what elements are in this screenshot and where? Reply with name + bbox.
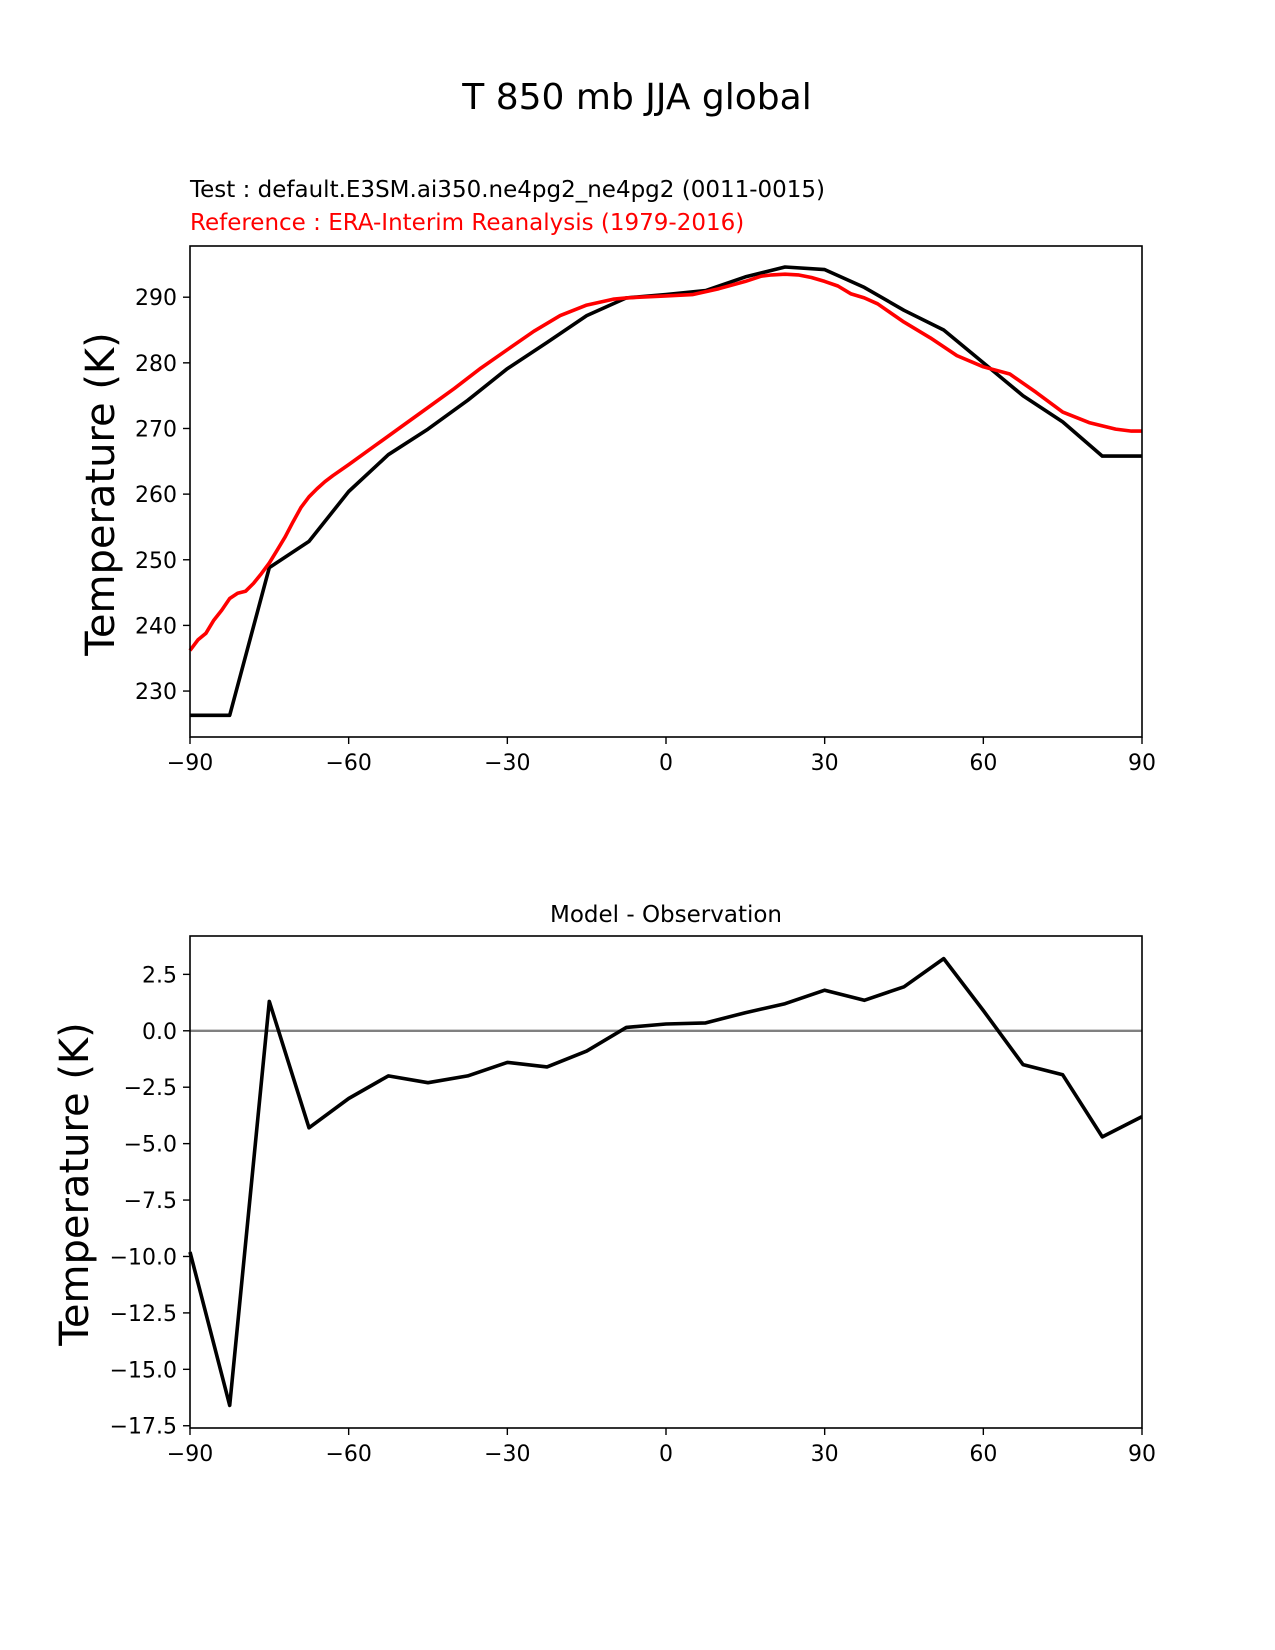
x-tick-label: 0 — [659, 1442, 673, 1467]
top-panel: Test : default.E3SM.ai350.ne4pg2_ne4pg2 … — [78, 177, 1156, 776]
x-tick-label: −90 — [167, 751, 213, 776]
x-tick-label: 60 — [969, 751, 997, 776]
x-tick-label: 30 — [811, 1442, 839, 1467]
y-tick-label: −17.5 — [110, 1415, 177, 1440]
y-tick-label: 230 — [135, 680, 177, 705]
reference-label: Reference : ERA-Interim Reanalysis (1979… — [190, 210, 744, 236]
y-tick-label: 260 — [135, 483, 177, 508]
x-tick-label: 90 — [1128, 1442, 1156, 1467]
top-series-layer — [188, 265, 1142, 718]
bottom-series-layer — [188, 956, 1143, 1408]
y-tick-label: −7.5 — [124, 1189, 177, 1214]
bottom-ticks-layer: −90 −60 −30 0 30 60 90 2.5 0.0 −2.5 −5.0 −7.5 −10.0 −… — [110, 963, 1156, 1467]
y-tick-label: 2.5 — [142, 963, 177, 988]
x-tick-label: −30 — [484, 1442, 530, 1467]
y-tick-label: 0.0 — [142, 1020, 177, 1045]
bottom-title: Model - Observation — [550, 902, 782, 928]
top-ticks-layer: −90 −60 −30 0 30 60 90 230 240 250 260 270 280 290 — [135, 286, 1156, 776]
bottom-y-axis-label: Temperature (K) — [52, 1022, 98, 1347]
figure-title: T 850 mb JJA global — [461, 77, 811, 118]
y-tick-label: 280 — [135, 352, 177, 377]
bottom-plot-frame — [189, 935, 1143, 1429]
x-tick-label: 0 — [659, 751, 673, 776]
top-plot-frame — [189, 245, 1143, 738]
x-tick-label: −60 — [325, 751, 371, 776]
y-tick-label: −10.0 — [110, 1245, 177, 1270]
x-tick-label: 90 — [1128, 751, 1156, 776]
series-line-model-observation — [188, 956, 1143, 1408]
y-tick-label: 250 — [135, 549, 177, 574]
y-tick-label: 240 — [135, 614, 177, 639]
y-tick-label: −2.5 — [124, 1076, 177, 1101]
x-tick-label: −90 — [167, 1442, 213, 1467]
y-tick-label: −12.5 — [110, 1302, 177, 1327]
test-label: Test : default.E3SM.ai350.ne4pg2_ne4pg2 … — [189, 177, 825, 203]
series-line-reference — [188, 272, 1142, 652]
x-tick-label: 30 — [811, 751, 839, 776]
top-y-axis-label: Temperature (K) — [78, 332, 124, 657]
y-tick-label: −15.0 — [110, 1358, 177, 1383]
bottom-panel: Model - Observation Temperature (K) −90−… — [52, 902, 1156, 1467]
y-tick-label: −5.0 — [124, 1133, 177, 1158]
y-tick-label: 270 — [135, 417, 177, 442]
x-tick-label: −60 — [325, 1442, 371, 1467]
x-tick-label: −30 — [484, 751, 530, 776]
x-tick-label: 60 — [969, 1442, 997, 1467]
y-tick-label: 290 — [135, 286, 177, 311]
